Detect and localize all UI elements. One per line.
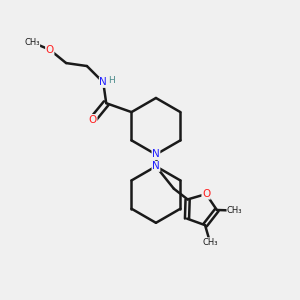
Text: CH₃: CH₃ bbox=[24, 38, 40, 47]
Text: O: O bbox=[202, 189, 210, 199]
Text: H: H bbox=[108, 76, 115, 85]
Text: N: N bbox=[152, 161, 160, 171]
Text: CH₃: CH₃ bbox=[202, 238, 218, 247]
Text: O: O bbox=[46, 45, 54, 55]
Text: CH₃: CH₃ bbox=[227, 206, 242, 215]
Text: O: O bbox=[89, 115, 97, 124]
Text: N: N bbox=[152, 149, 160, 160]
Text: N: N bbox=[99, 77, 107, 87]
